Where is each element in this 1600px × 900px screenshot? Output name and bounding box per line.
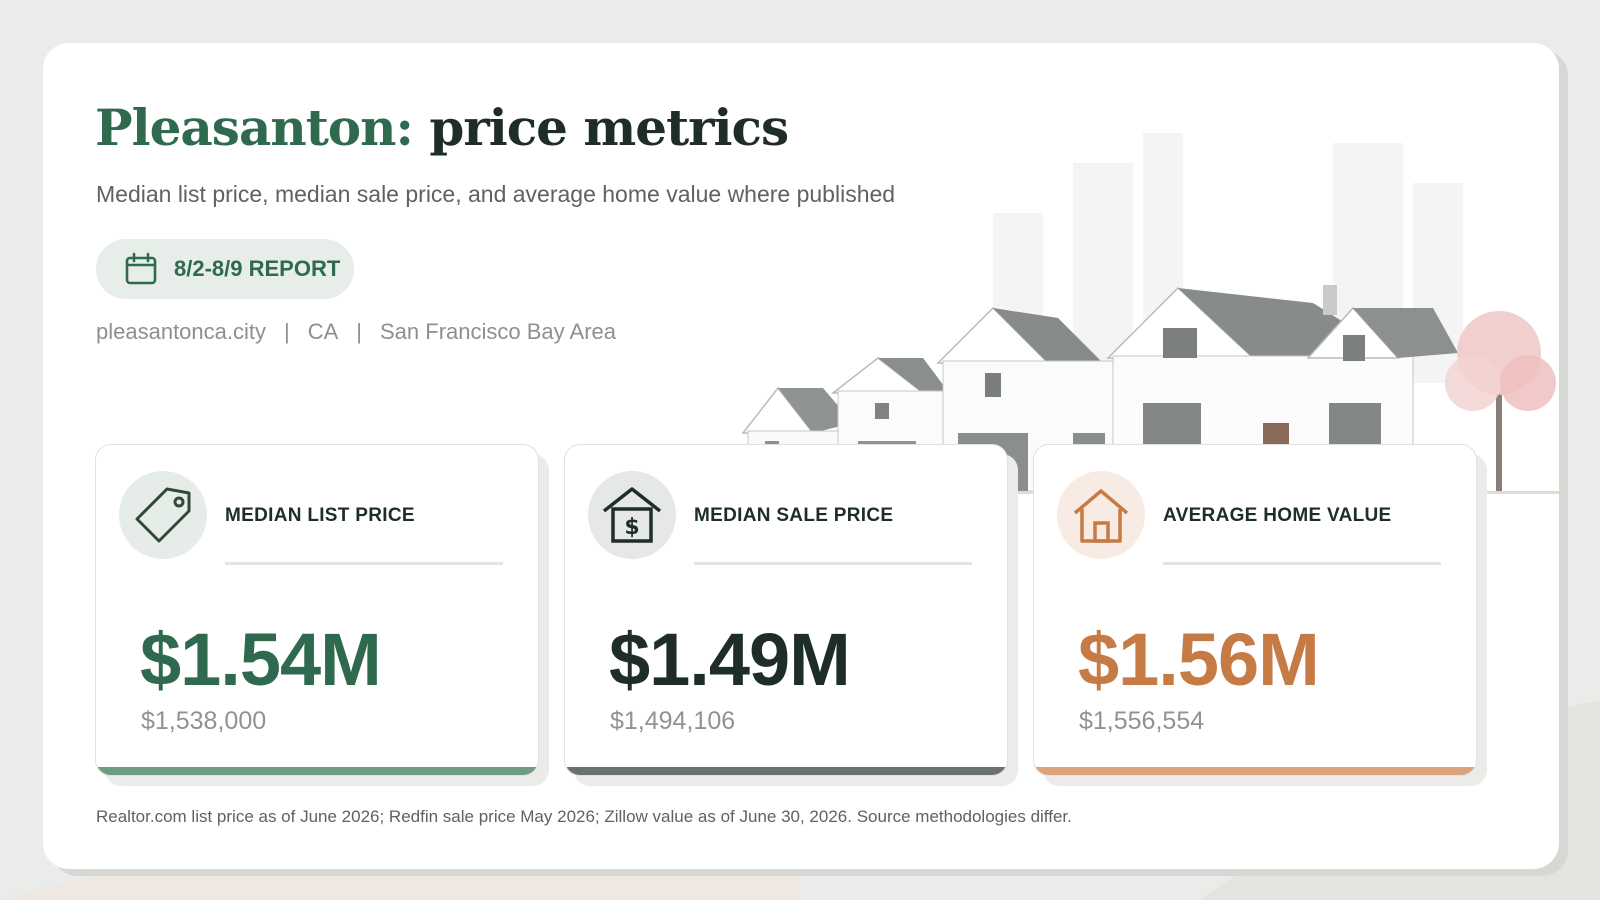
metric-accent-bar [96, 767, 538, 775]
home-icon [1073, 489, 1129, 543]
region-text: San Francisco Bay Area [380, 319, 617, 344]
website-text: pleasantonca.city [96, 319, 266, 344]
metric-accent-bar [1034, 767, 1476, 775]
price-tag-icon [135, 487, 191, 543]
report-date-label: 8/2-8/9 REPORT [174, 256, 341, 281]
meta-separator: | [356, 319, 362, 344]
metric-icon-circle [119, 471, 207, 559]
metric-value: $1.56M [1078, 618, 1320, 701]
meta-separator: | [284, 319, 290, 344]
metric-icon-circle: $ [588, 471, 676, 559]
house-dollar-icon: $ [602, 487, 662, 543]
metric-value: $1.49M [609, 618, 851, 701]
metric-accent-bar [565, 767, 1007, 775]
metric-exact-value: $1,538,000 [141, 707, 267, 735]
metric-card-average-home-value: AVERAGE HOME VALUE $1.56M $1,556,554 [1033, 444, 1487, 786]
title-city: Pleasanton: [95, 98, 414, 157]
location-meta: pleasantonca.city | CA | San Francisco Bay A… [96, 319, 616, 345]
report-date-badge: 8/2-8/9 REPORT [96, 239, 354, 299]
metric-label: MEDIAN SALE PRICE [694, 505, 894, 526]
state-text: CA [307, 319, 339, 344]
metric-divider [694, 562, 972, 565]
svg-text:$: $ [624, 515, 639, 540]
metric-value: $1.54M [140, 618, 382, 701]
houses-illustration [723, 133, 1559, 499]
report-card: Pleasanton: price metrics Median list pr… [43, 43, 1559, 869]
metric-divider [1163, 562, 1441, 565]
metric-label: MEDIAN LIST PRICE [225, 505, 415, 526]
page-subtitle: Median list price, median sale price, an… [96, 181, 896, 207]
page-title: Pleasanton: price metrics [95, 98, 789, 157]
source-footnote: Realtor.com list price as of June 2026; … [96, 807, 1072, 826]
calendar-icon [125, 252, 157, 285]
metric-card-median-sale-price: $ MEDIAN SALE PRICE $1.49M $1,494,106 [564, 444, 1018, 786]
metric-card-body: $ MEDIAN SALE PRICE $1.49M $1,494,106 [564, 444, 1008, 776]
metric-exact-value: $1,494,106 [610, 707, 736, 735]
metric-card-median-list-price: MEDIAN LIST PRICE $1.54M $1,538,000 [95, 444, 549, 786]
metric-card-body: AVERAGE HOME VALUE $1.56M $1,556,554 [1033, 444, 1477, 776]
metric-exact-value: $1,556,554 [1079, 707, 1205, 735]
metric-label: AVERAGE HOME VALUE [1163, 505, 1392, 526]
metric-divider [225, 562, 503, 565]
metric-card-body: MEDIAN LIST PRICE $1.54M $1,538,000 [95, 444, 539, 776]
title-rest: price metrics [429, 98, 789, 157]
metric-icon-circle [1057, 471, 1145, 559]
